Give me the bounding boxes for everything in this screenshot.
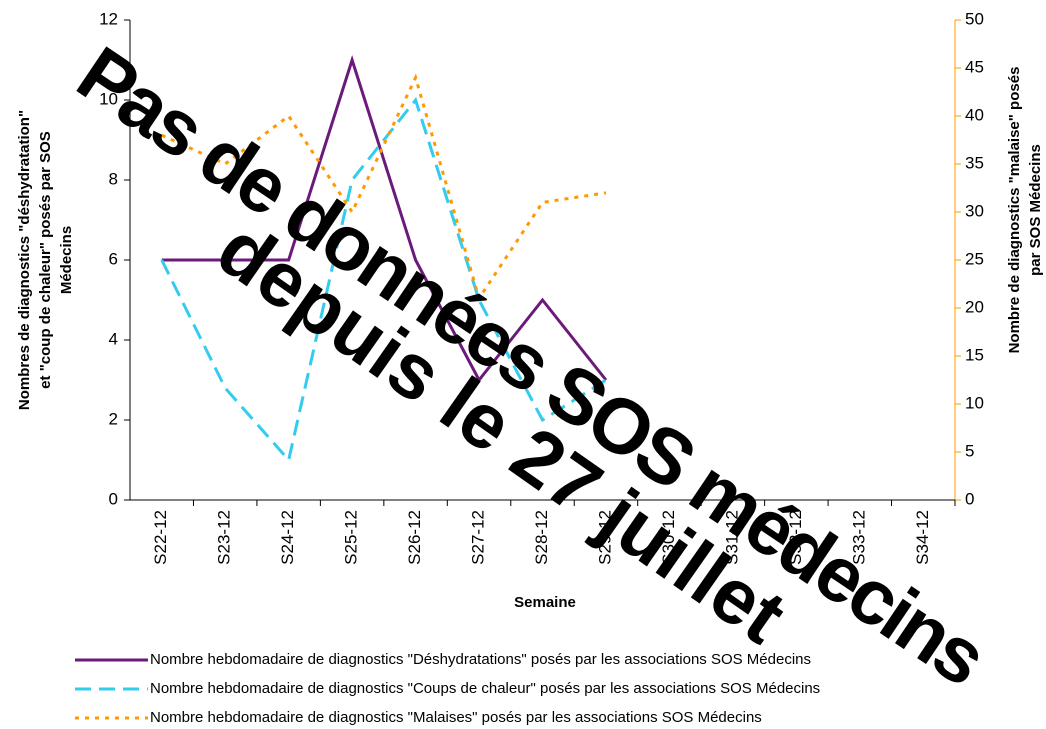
x-tick-label: S34-12: [913, 510, 932, 565]
x-tick-label: S31-12: [722, 510, 741, 565]
y2-tick-label: 50: [965, 9, 984, 28]
y-axis-title-line: Médecins: [58, 226, 75, 294]
y-tick-label: 4: [109, 329, 118, 348]
series-line: [161, 55, 608, 383]
x-tick-label: S29-12: [595, 510, 614, 565]
y-tick-label: 8: [109, 169, 118, 188]
x-tick-label: S23-12: [215, 510, 234, 565]
legend-label: Nombre hebdomadaire de diagnostics "Désh…: [150, 651, 811, 668]
legend-label: Nombre hebdomadaire de diagnostics "Mala…: [150, 709, 762, 726]
series-line: [160, 96, 607, 464]
y-axis-title: Nombres de diagnostics "déshydratation" …: [16, 110, 75, 410]
y-tick-label: 2: [109, 409, 118, 428]
y2-tick-label: 15: [965, 345, 984, 364]
y2-axis-title: Nombre de diagnostics "malaise" posés pa…: [1006, 67, 1044, 354]
y-tick-label: 6: [109, 249, 118, 268]
x-tick-label: S24-12: [278, 510, 297, 565]
x-axis-title: Semaine: [514, 594, 576, 611]
x-tick-label: S33-12: [849, 510, 868, 565]
y2-axis-title-line: par SOS Médecins: [1027, 144, 1044, 276]
series-line: [161, 73, 607, 302]
y2-tick-label: 20: [965, 297, 984, 316]
x-tick-label: S26-12: [405, 510, 424, 565]
plot: 0 2 4 6 8 10 12 0 5 10 15 20 25 30 35 40 45 50 S22-12 S23-1…: [99, 9, 984, 564]
annotation-line: depuis le 27 juillet: [202, 204, 801, 660]
y2-tick-label: 35: [965, 153, 984, 172]
legend-label: Nombre hebdomadaire de diagnostics "Coup…: [150, 680, 820, 697]
x-tick-label: S27-12: [469, 510, 488, 565]
legend: Nombre hebdomadaire de diagnostics "Désh…: [75, 651, 820, 726]
y2-tick-label: 25: [965, 249, 984, 268]
y2-tick-label: 40: [965, 105, 984, 124]
y2-tick-label: 5: [965, 441, 974, 460]
y2-tick-label: 10: [965, 393, 984, 412]
y2-tick-label: 0: [965, 489, 974, 508]
x-tick-label: S25-12: [342, 510, 361, 565]
y2-tick-label: 30: [965, 201, 984, 220]
y-tick-label: 12: [99, 9, 118, 28]
x-tick-label: S30-12: [659, 510, 678, 565]
y-axis-title-line: Nombres de diagnostics "déshydratation": [16, 110, 33, 410]
x-tick-label: S22-12: [151, 510, 170, 565]
x-tick-label: S28-12: [532, 510, 551, 565]
y-axis-title-line: et "coup de chaleur" posés par SOS: [37, 131, 54, 389]
y-tick-label: 10: [99, 89, 118, 108]
y2-axis-title-line: Nombre de diagnostics "malaise" posés: [1006, 67, 1023, 354]
x-tick-label: S32-12: [786, 510, 805, 565]
y-tick-label: 0: [109, 489, 118, 508]
y2-tick-label: 45: [965, 57, 984, 76]
